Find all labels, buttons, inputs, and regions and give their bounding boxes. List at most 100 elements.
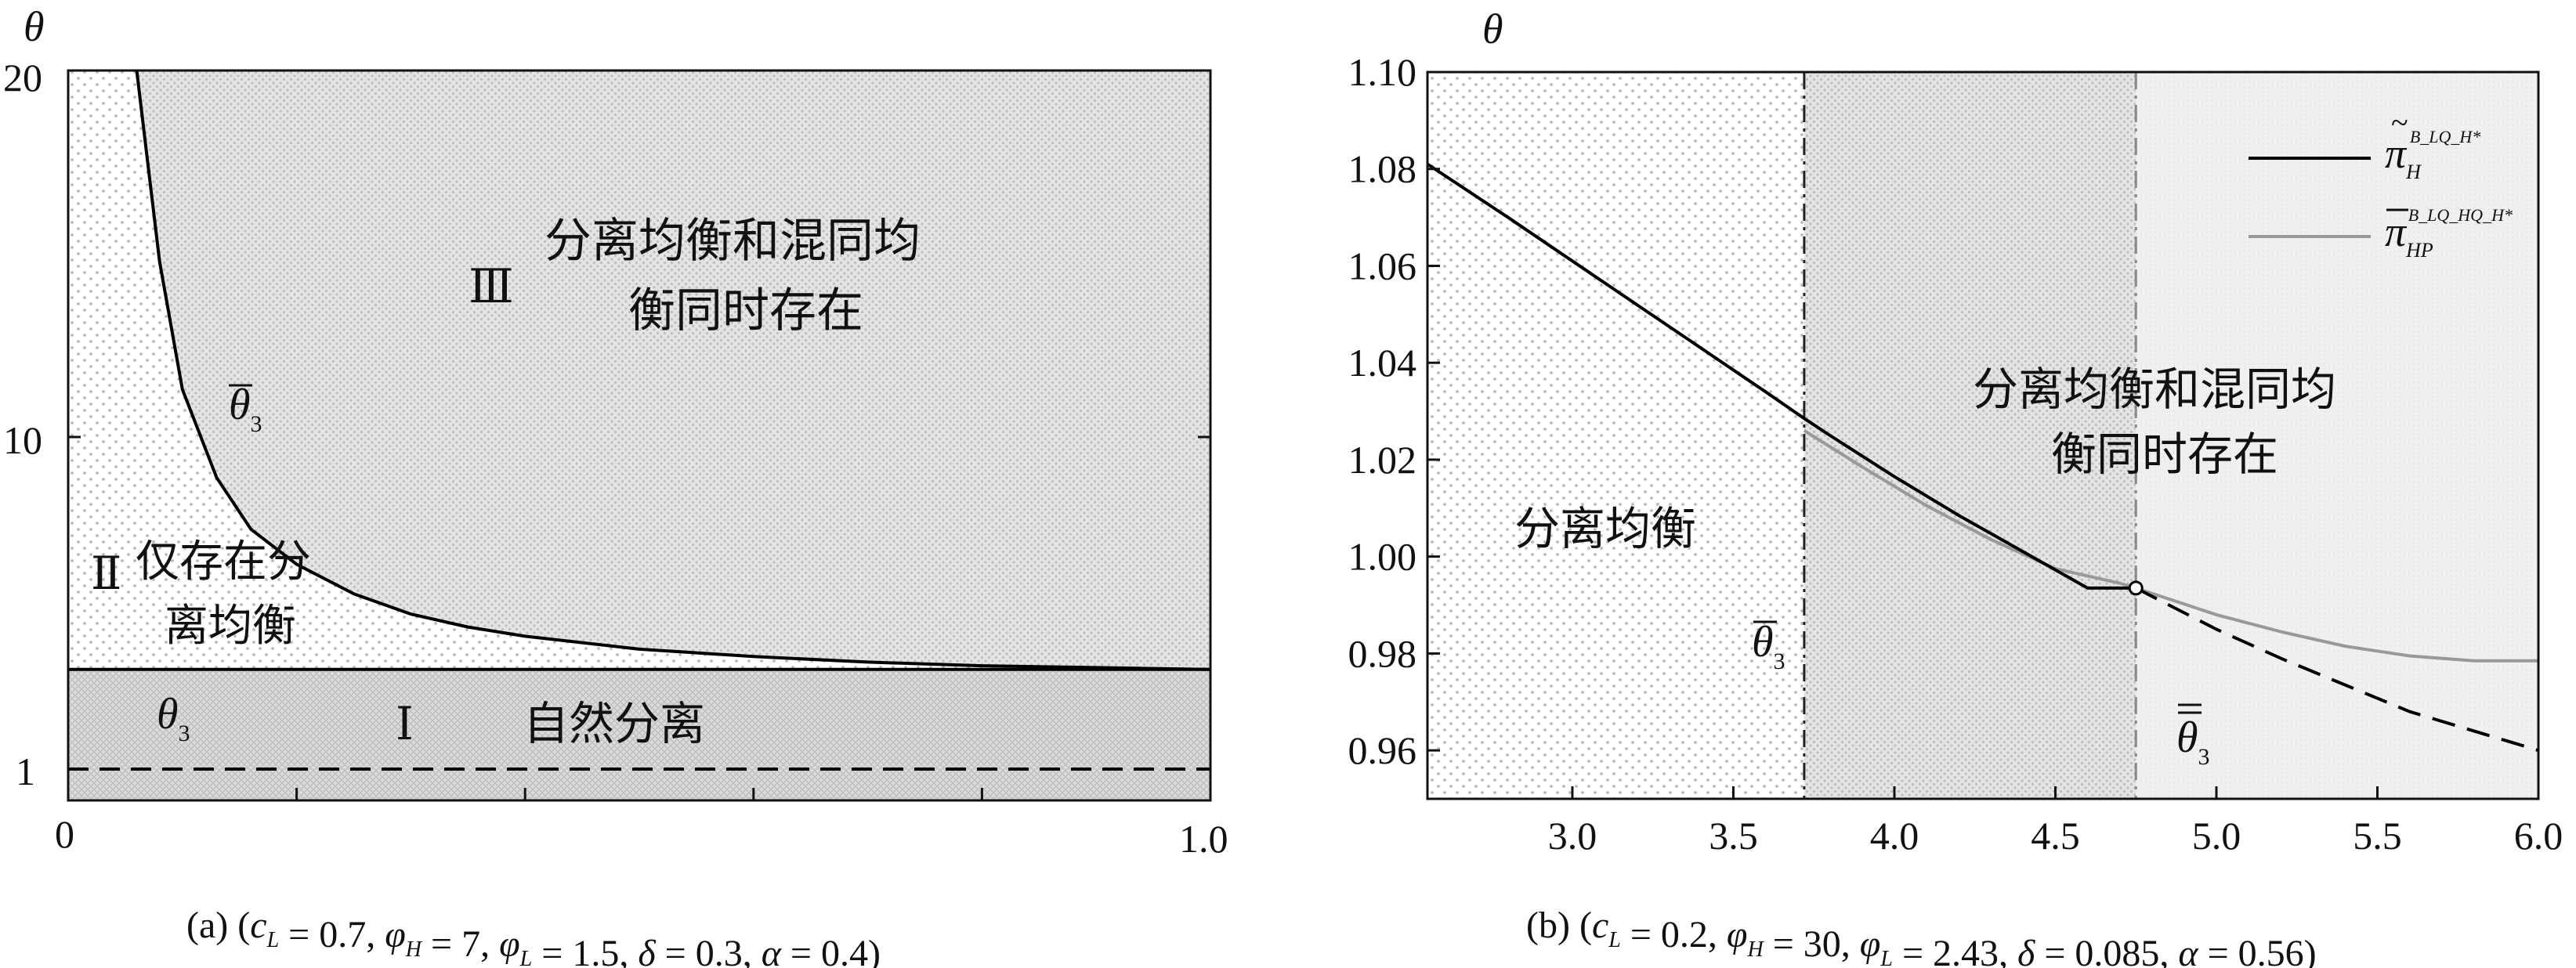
theta3-boundary-label: θ3 xyxy=(157,690,190,746)
coexist-region-fill-light xyxy=(2136,72,2538,799)
caption-part: ( xyxy=(237,905,250,946)
caption-subscript: L xyxy=(519,947,533,968)
caption-part: = 0.2, xyxy=(1621,914,1727,955)
caption-part: = 0.4) xyxy=(781,933,881,968)
theta3-bar-curve xyxy=(135,70,1211,671)
theta3-bar-vline-label: θ3 xyxy=(1752,618,1785,674)
panel-b-y-tick-label: 1.02 xyxy=(1348,438,1417,482)
legend-subscript: HP xyxy=(2405,239,2433,262)
caption-part: = 7, xyxy=(421,923,499,965)
theta3-bar-symbol: θ xyxy=(229,381,251,429)
theta3-bar-subscript: 3 xyxy=(251,411,262,437)
separating-region-text: 分离均衡 xyxy=(1514,502,1696,555)
region-iii-text: 分离均衡和混同均 xyxy=(545,214,921,269)
panel-a-x-tick-label: 1.0 xyxy=(1179,817,1228,861)
panel-b-x-tick-label: 3.0 xyxy=(1548,814,1597,858)
region-iii-fill xyxy=(136,70,1210,670)
legend-label-pi-bar: πHP B_LQ_HQ_H* xyxy=(2385,205,2513,262)
caption-part: = 0.085, xyxy=(2035,933,2178,968)
panel-a-regions xyxy=(68,70,1210,800)
panel-a-y-tick-label: 20 xyxy=(3,56,42,99)
caption-subscript: H xyxy=(1746,937,1764,962)
caption-part: φ xyxy=(499,923,520,965)
intersection-marker xyxy=(2128,580,2144,596)
caption-part: φ xyxy=(1727,914,1748,955)
separating-region-fill xyxy=(1427,72,1804,799)
panel-a-frame xyxy=(67,69,1212,802)
panel-b-y-tick-label: 1.00 xyxy=(1348,535,1417,579)
theta3-double-bar-text: θ3 xyxy=(2176,713,2210,770)
theta3-double-bar-subscript: 3 xyxy=(2198,744,2210,770)
theta3-bar-subscript: 3 xyxy=(1774,648,1785,674)
panel-a-lines xyxy=(68,70,1211,771)
caption-part: α xyxy=(762,933,782,968)
legend-label-pi-tilde: πH B_LQ_H* xyxy=(2385,127,2480,183)
legend: ~ πHB_LQ_H* πHPB_LQ_HQ_H* xyxy=(2249,105,2513,262)
caption-part: δ xyxy=(2017,933,2035,968)
caption-part: φ xyxy=(1860,923,1881,965)
series-pi-tilde-dashed-line xyxy=(2135,587,2539,753)
series-pi-tilde-line xyxy=(1426,162,2136,590)
caption-subscript: L xyxy=(1880,947,1893,968)
caption-part: δ xyxy=(638,933,656,968)
theta3-double-bar-symbol: θ xyxy=(2176,713,2198,762)
panel-a-y-tick-label: 1 xyxy=(16,749,35,793)
legend-pi-symbol: π xyxy=(2385,208,2408,255)
panel-b-lines xyxy=(1426,72,2539,799)
caption-part: = 0.3, xyxy=(656,933,762,968)
panel-a-y-tick-label: 10 xyxy=(3,418,42,462)
caption-part: φ xyxy=(385,914,406,955)
legend-subscript: H xyxy=(2405,161,2422,183)
panel-b-x-tick-label: 5.5 xyxy=(2353,814,2402,858)
panel-b-y-tick-label: 1.06 xyxy=(1348,244,1417,287)
caption-subscript: L xyxy=(1608,928,1621,952)
panel-a-y-axis-label: θ xyxy=(24,3,45,50)
panel-b-x-tick-label: 6.0 xyxy=(2514,814,2563,858)
region-i-numeral: Ⅰ xyxy=(396,699,414,749)
coexist-region-text: 衡同时存在 xyxy=(2051,428,2278,481)
theta3-bar-curve-label: θ3 xyxy=(229,381,262,437)
panel-b-x-tick-label: 4.5 xyxy=(2031,814,2080,858)
region-iii-text: 衡同时存在 xyxy=(628,284,863,338)
panel-b-x-tick-label: 4.0 xyxy=(1870,814,1919,858)
theta3-subscript: 3 xyxy=(179,721,190,746)
panel-b-caption: (b) (cL = 0.2, φH = 30, φL = 2.43, δ = 0… xyxy=(1526,905,2317,968)
caption-part: = 30, xyxy=(1764,923,1860,965)
region-ii-numeral: Ⅱ xyxy=(91,548,121,599)
legend-superscript: B_LQ_HQ_H* xyxy=(2408,205,2513,225)
caption-subscript: L xyxy=(266,928,280,952)
caption-part: ( xyxy=(1579,905,1592,946)
legend-item-pi-tilde: ~ πH B_LQ_H* xyxy=(2249,105,2480,183)
panel-b: 3.0 3.5 4.0 4.5 5.0 5.5 6.0 0.96 0.98 1.00 1.02 1.0… xyxy=(1348,5,2563,968)
caption-part: = 0.56) xyxy=(2198,933,2317,968)
coexist-region-fill-dense xyxy=(1804,72,2136,799)
panel-b-x-tick-label: 3.5 xyxy=(1709,814,1758,858)
legend-pi-symbol: π xyxy=(2385,130,2408,177)
panel-a-ticks xyxy=(68,435,1210,800)
panel-b-regions xyxy=(1427,72,2538,799)
caption-part: = 2.43, xyxy=(1893,933,2017,968)
panel-b-y-tick-label: 1.04 xyxy=(1348,341,1417,385)
caption-part: c xyxy=(1592,905,1608,946)
panel-b-x-tick-label: 5.0 xyxy=(2192,814,2241,858)
legend-tilde: ~ xyxy=(2391,105,2408,140)
panel-a: θ 20 10 1 0 1.0 Ⅲ 分离均衡和混同均 衡同时存在 Ⅱ 仅存在分 … xyxy=(3,3,1228,968)
caption-part: c xyxy=(250,905,266,946)
coexist-region-text: 分离均衡和混同均 xyxy=(1973,363,2336,416)
caption-panel-label: (a) xyxy=(186,905,237,946)
panel-b-tick-labels: 3.0 3.5 4.0 4.5 5.0 5.5 6.0 0.96 0.98 1.00 1.02 1.0… xyxy=(1348,50,2563,858)
caption-panel-label: (b) xyxy=(1526,905,1579,946)
caption-part: = 0.7, xyxy=(279,914,385,955)
caption-part: = 1.5, xyxy=(532,933,638,968)
panel-a-caption: (a) (cL = 0.7, φH = 7, φL = 1.5, δ = 0.3… xyxy=(186,905,881,968)
caption-part: α xyxy=(2178,933,2198,968)
legend-superscript: B_LQ_H* xyxy=(2410,127,2480,146)
panel-b-y-tick-label: 1.08 xyxy=(1348,147,1417,191)
panel-b-frame xyxy=(1426,70,2540,800)
theta3-symbol: θ xyxy=(157,690,179,739)
panel-b-y-tick-label: 0.98 xyxy=(1348,631,1417,675)
panel-a-x-tick-label: 0 xyxy=(55,812,74,856)
region-i-text: 自然分离 xyxy=(523,697,705,750)
panel-b-y-tick-label: 1.10 xyxy=(1348,50,1417,94)
